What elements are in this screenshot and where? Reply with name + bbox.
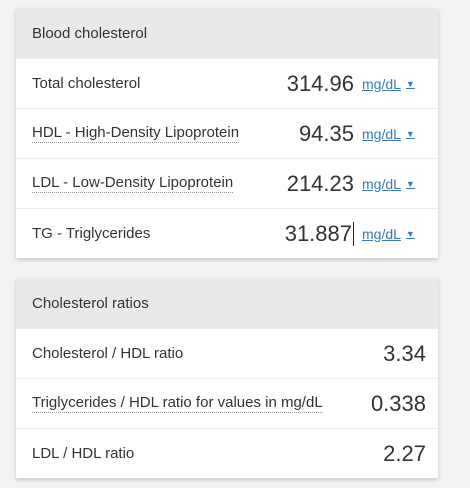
ldl-hdl-ratio-row: LDL / HDL ratio 2.27 xyxy=(16,428,438,478)
chevron-down-icon: ▼ xyxy=(405,128,415,139)
unit-label: mg/dL xyxy=(362,125,401,142)
cholesterol-hdl-ratio-label: Cholesterol / HDL ratio xyxy=(32,345,184,362)
chevron-down-icon: ▼ xyxy=(405,78,415,89)
blood-cholesterol-section: Blood cholesterol Total cholesterol 314.… xyxy=(16,8,438,258)
total-cholesterol-row: Total cholesterol 314.96 mg/dL ▼ xyxy=(16,58,438,108)
total-cholesterol-label: Total cholesterol xyxy=(32,75,141,92)
ldl-hdl-ratio-label: LDL / HDL ratio xyxy=(32,445,135,462)
chevron-down-icon: ▼ xyxy=(405,178,415,189)
cholesterol-ratios-section: Cholesterol ratios Cholesterol / HDL rat… xyxy=(16,278,438,478)
blood-cholesterol-header: Blood cholesterol xyxy=(16,8,438,58)
hdl-row: HDL - High-Density Lipoprotein 94.35 mg/… xyxy=(16,108,438,158)
hdl-label[interactable]: HDL - High-Density Lipoprotein xyxy=(32,124,240,143)
unit-label: mg/dL xyxy=(362,225,401,242)
cholesterol-ratios-header: Cholesterol ratios xyxy=(16,278,438,328)
triglycerides-row: TG - Triglycerides 31.887 mg/dL ▼ xyxy=(16,208,438,258)
ldl-input[interactable]: 214.23 xyxy=(286,170,354,196)
ldl-row: LDL - Low-Density Lipoprotein 214.23 mg/… xyxy=(16,158,438,208)
hdl-input[interactable]: 94.35 xyxy=(298,120,354,146)
triglycerides-hdl-ratio-value[interactable]: 0.338 xyxy=(370,390,426,416)
triglycerides-input[interactable]: 31.887 xyxy=(284,220,354,246)
hdl-unit-select[interactable]: mg/dL ▼ xyxy=(362,126,428,142)
chevron-down-icon: ▼ xyxy=(405,228,415,239)
unit-label: mg/dL xyxy=(362,175,401,192)
triglycerides-unit-select[interactable]: mg/dL ▼ xyxy=(362,226,428,242)
triglycerides-hdl-ratio-label[interactable]: Triglycerides / HDL ratio for values in … xyxy=(32,394,323,413)
cholesterol-hdl-ratio-row: Cholesterol / HDL ratio 3.34 xyxy=(16,328,438,378)
ldl-label[interactable]: LDL - Low-Density Lipoprotein xyxy=(32,174,234,193)
triglycerides-label: TG - Triglycerides xyxy=(32,225,151,242)
unit-label: mg/dL xyxy=(362,75,401,92)
total-cholesterol-input[interactable]: 314.96 xyxy=(286,70,354,96)
total-cholesterol-unit-select[interactable]: mg/dL ▼ xyxy=(362,76,428,92)
cholesterol-hdl-ratio-value[interactable]: 3.34 xyxy=(383,340,426,366)
triglycerides-hdl-ratio-row: Triglycerides / HDL ratio for values in … xyxy=(16,378,438,428)
ldl-unit-select[interactable]: mg/dL ▼ xyxy=(362,176,428,192)
ldl-hdl-ratio-value[interactable]: 2.27 xyxy=(383,440,426,466)
